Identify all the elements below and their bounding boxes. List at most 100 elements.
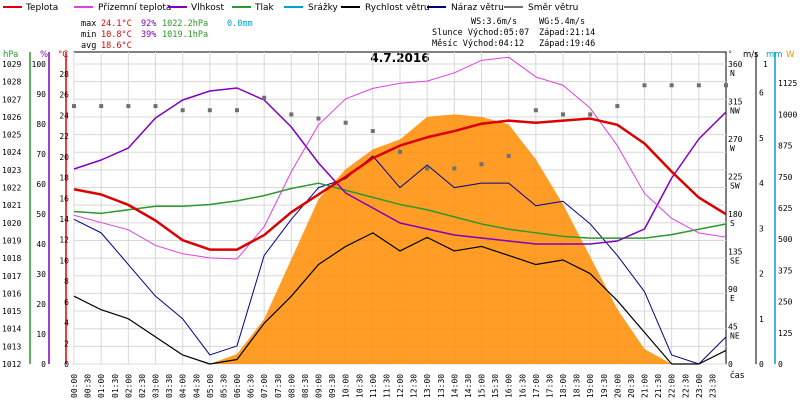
axis-rulers (29, 52, 776, 364)
legend-label-prizemni: Přízemní teplota (98, 3, 171, 13)
tick-label-direction: 360 (728, 60, 743, 69)
axis-title-hpa: hPa (3, 50, 18, 60)
stats-max-label: max (81, 19, 96, 29)
x-tick-label: 20:30 (627, 374, 636, 398)
stats-min-label: min (81, 30, 96, 40)
legend-item-naraz: Náraz větru (427, 3, 504, 13)
wind-direction-point (642, 83, 647, 88)
wind-direction-point (262, 95, 267, 100)
tick-label-celsius: 26 (59, 91, 69, 100)
tick-label-hpa: 1012 (2, 360, 21, 369)
x-tick-label: 06:00 (233, 374, 242, 398)
stats-avg-temp: 18.6°C (101, 41, 132, 51)
tick-label-celsius: 6 (64, 298, 69, 307)
astro-wg: WG:5.4m/s (539, 17, 585, 27)
x-tick-label: 20:00 (613, 374, 622, 398)
x-tick-label: 14:00 (450, 374, 459, 398)
x-tick-label: 03:00 (152, 374, 161, 398)
tick-label-compass: NW (730, 107, 740, 116)
tick-label-w: 250 (778, 298, 793, 307)
x-tick-label: 12:30 (410, 374, 419, 398)
tick-label-hpa: 1018 (2, 254, 21, 263)
wind-direction-point (479, 162, 484, 167)
series-pressure (73, 182, 727, 239)
x-tick-label: 17:00 (532, 374, 541, 398)
tick-label-celsius: 10 (59, 256, 69, 265)
tick-label-w: 0 (778, 360, 783, 369)
tick-label-hpa: 1017 (2, 272, 21, 281)
tick-label-ms: 4 (759, 179, 764, 188)
tick-label-hpa: 1019 (2, 236, 21, 245)
tick-label-hpa: 1014 (2, 325, 21, 334)
wind-direction-point (452, 166, 457, 171)
tick-label-w: 875 (778, 142, 793, 151)
x-tick-label: 01:30 (111, 374, 120, 398)
tick-label-percent: 40 (36, 240, 46, 249)
legend-label-smer: Směr větru (528, 3, 578, 13)
tick-label-hpa: 1029 (2, 60, 21, 69)
tick-label-celsius: 0 (64, 360, 69, 369)
x-tick-label: 21:30 (654, 374, 663, 398)
x-tick-label: 23:30 (708, 374, 717, 398)
wind-direction-point (180, 108, 185, 113)
stats-max-hum: 92% (141, 19, 156, 29)
tick-label-w: 125 (778, 329, 793, 338)
wind-direction-point (126, 104, 131, 109)
legend-item-smer: Směr větru (504, 3, 578, 13)
legend-item-prizemni: Přízemní teplota (74, 3, 171, 13)
x-tick-label: 02:00 (124, 374, 133, 398)
tick-label-hpa: 1015 (2, 307, 21, 316)
legend-item-tlak: Tlak (232, 3, 275, 13)
stats-min-temp: 10.8°C (101, 30, 132, 40)
x-tick-label: 01:00 (97, 374, 106, 398)
tick-label-w: 1125 (778, 79, 797, 88)
legend: Teplota Přízemní teplota Vlhkost Tlak Sr… (3, 3, 578, 13)
legend-label-vlhkost: Vlhkost (191, 3, 224, 13)
tick-label-w: 750 (778, 173, 793, 182)
tick-label-celsius: 28 (59, 70, 69, 79)
tick-label-ms: 6 (759, 89, 764, 98)
x-tick-label: 07:30 (274, 374, 283, 398)
tick-label-ms: 3 (759, 224, 764, 233)
tick-label-compass: S (730, 219, 735, 228)
legend-label-srazky: Srážky (308, 3, 339, 13)
wind-direction-point (207, 108, 212, 113)
wind-direction-point (343, 120, 348, 125)
tick-label-ms: 0 (759, 360, 764, 369)
tick-label-hpa: 1020 (2, 219, 21, 228)
tick-label-w: 625 (778, 204, 793, 213)
tick-label-hpa: 1016 (2, 289, 21, 298)
tick-label-celsius: 18 (59, 174, 69, 183)
x-tick-label: 05:30 (219, 374, 228, 398)
axis-title-w: W (786, 50, 795, 60)
legend-label-rychlost: Rychlost větru (365, 3, 430, 13)
tick-label-percent: 80 (36, 120, 46, 129)
tick-label-direction: 225 (728, 173, 743, 182)
x-tick-label: 06:30 (247, 374, 256, 398)
tick-label-celsius: 22 (59, 132, 69, 141)
wind-direction-point (588, 112, 593, 117)
wind-direction-point (72, 104, 76, 109)
tick-label-percent: 100 (32, 60, 47, 69)
tick-label-direction: 0 (728, 360, 733, 369)
x-tick-label: 12:00 (396, 374, 405, 398)
wind-direction-point (235, 108, 239, 113)
wind-direction-point (561, 112, 565, 117)
tick-label-percent: 0 (41, 360, 46, 369)
legend-item-teplota: Teplota (3, 3, 58, 13)
x-tick-label: 19:00 (586, 374, 595, 398)
wind-direction-point (615, 104, 620, 109)
axis-title-celsius: °C (58, 50, 68, 60)
stats-max-temp: 24.1°C (101, 19, 132, 29)
x-tick-label: 00:30 (84, 374, 93, 398)
x-tick-label: 11:30 (382, 374, 391, 398)
tick-label-percent: 30 (36, 270, 46, 279)
legend-item-rychlost: Rychlost větru (341, 3, 430, 13)
tick-label-celsius: 16 (59, 194, 69, 203)
x-tick-label: 02:30 (138, 374, 147, 398)
axis-title-percent: % (40, 50, 48, 60)
x-tick-label: 10:30 (355, 374, 364, 398)
series-temperature (73, 117, 727, 251)
stats-block: max 24.1°C 92% 1022.2hPa 0.0mm min 10.8°… (81, 19, 253, 51)
